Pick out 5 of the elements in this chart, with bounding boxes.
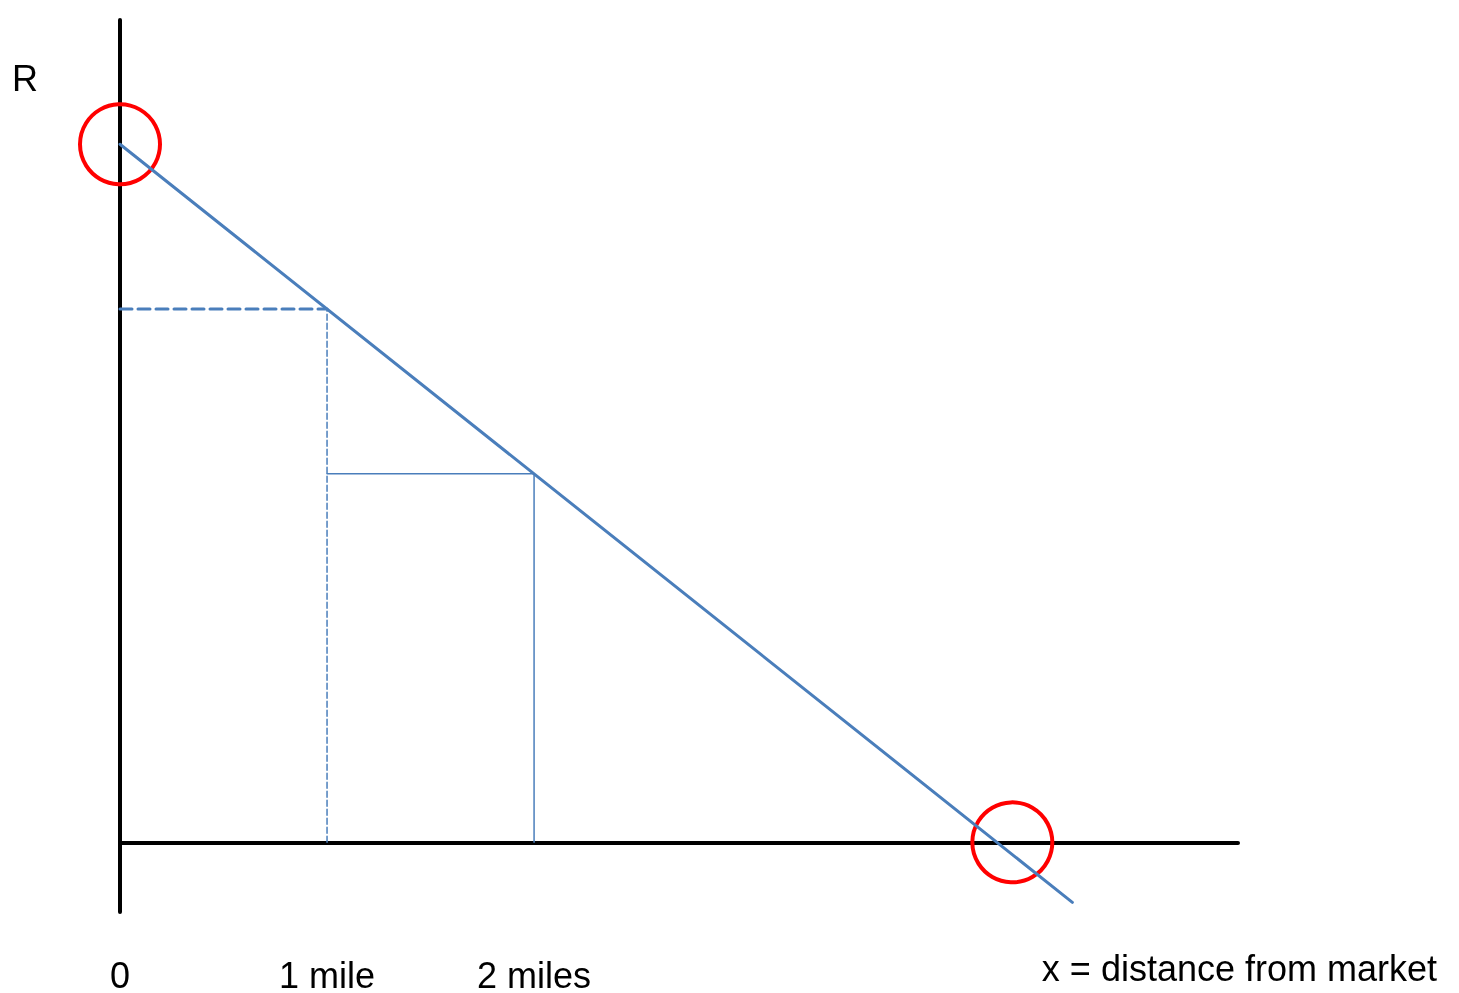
x-tick-label: 2 miles xyxy=(477,954,592,993)
x-axis-title: x = distance from market xyxy=(1041,947,1437,989)
x-tick-label: 1 mile xyxy=(279,954,376,993)
y-axis-title: R xyxy=(12,57,38,99)
x-tick-label: 0 xyxy=(109,954,131,993)
